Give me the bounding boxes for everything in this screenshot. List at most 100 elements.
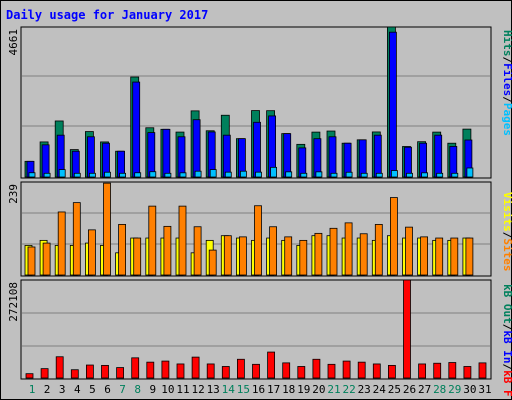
files-bar	[313, 138, 322, 178]
sites-bar	[465, 237, 474, 276]
kbytes-bar	[116, 367, 124, 379]
day-label: 19	[297, 383, 310, 396]
sites-bar	[178, 205, 187, 276]
sites-bar	[238, 236, 247, 276]
pages-bar	[28, 172, 36, 178]
files-bar	[449, 146, 458, 178]
sites-bar	[163, 225, 172, 276]
day-label: 27	[418, 383, 431, 396]
files-bar	[147, 132, 156, 178]
sites-bar	[88, 229, 96, 276]
legend-kb-f: kB F	[501, 370, 512, 397]
kbytes-max-label: 272108	[7, 282, 20, 322]
sites-bar	[435, 237, 444, 276]
kbytes-bar	[70, 369, 79, 379]
files-bar	[434, 134, 443, 178]
kbytes-bar	[176, 363, 185, 379]
visits-legend: Visits/Sites	[501, 192, 512, 272]
visits-panel	[20, 181, 492, 277]
kbytes-bar	[252, 363, 260, 379]
files-bar	[87, 136, 95, 178]
day-label: 12	[191, 383, 204, 396]
day-label: 6	[104, 383, 111, 396]
files-bar	[373, 134, 382, 178]
pages-bar	[194, 170, 202, 178]
pages-bar	[149, 171, 157, 178]
sites-bar	[450, 237, 459, 276]
sites-bar	[329, 227, 338, 276]
pages-bar	[330, 172, 338, 178]
day-label: 31	[478, 383, 491, 396]
pages-bar	[255, 171, 262, 178]
day-label: 26	[403, 383, 416, 396]
files-bar	[419, 142, 428, 178]
pages-bar	[43, 172, 51, 178]
pages-bar	[104, 171, 111, 178]
day-label: 30	[463, 383, 476, 396]
day-label: 14	[222, 383, 236, 396]
pages-bar	[315, 171, 323, 178]
day-label: 16	[252, 383, 265, 396]
day-label: 3	[59, 383, 66, 396]
pages-bar	[466, 167, 474, 178]
day-label: 28	[433, 383, 446, 396]
kbytes-bar	[463, 366, 472, 379]
sites-bar	[27, 246, 36, 276]
sites-bar	[103, 182, 111, 276]
legend-kb-in: kB In	[501, 330, 512, 363]
files-bar	[162, 128, 171, 178]
pages-bar	[224, 171, 232, 178]
pages-bar	[89, 172, 96, 178]
kbytes-bar	[86, 364, 94, 379]
kbytes-bar	[297, 366, 306, 379]
legend-visits: Visits	[501, 192, 512, 232]
pages-bar	[360, 172, 368, 178]
kbytes-bar	[372, 363, 381, 379]
chart-title: Daily usage for January 2017	[6, 8, 208, 22]
files-bar	[132, 81, 141, 178]
day-label: 17	[267, 383, 280, 396]
pages-bar	[285, 171, 293, 178]
day-label: 20	[312, 383, 325, 396]
kbytes-bar	[55, 356, 64, 379]
kbytes-bar	[101, 364, 109, 379]
kbytes-bar	[40, 368, 49, 379]
day-label: 1	[29, 383, 36, 396]
files-bar	[222, 134, 231, 178]
sites-bar	[72, 202, 81, 276]
sites-bar	[133, 237, 142, 276]
day-label: 29	[448, 383, 461, 396]
pages-bar	[390, 170, 398, 178]
day-label: 4	[74, 383, 81, 396]
files-bar	[192, 119, 201, 178]
pages-bar	[436, 172, 444, 178]
kbytes-bar	[236, 358, 245, 379]
kbytes-legend: kB Out/kB In/kB F	[501, 284, 512, 397]
files-bar	[358, 139, 367, 178]
legend-hits: Hits	[501, 30, 512, 57]
files-bar	[41, 144, 50, 178]
sites-bar	[118, 224, 126, 276]
kbytes-bar	[342, 360, 351, 379]
kbytes-bar	[478, 362, 487, 379]
pages-bar	[270, 166, 278, 178]
day-label: 8	[134, 383, 141, 396]
files-bar	[283, 133, 292, 178]
sites-bar	[420, 236, 429, 276]
kbytes-bar	[433, 362, 442, 379]
kbytes-bar	[387, 364, 396, 379]
files-bar	[328, 136, 337, 178]
kbytes-bar	[403, 279, 411, 379]
day-label: 24	[373, 383, 387, 396]
day-label: 2	[44, 383, 51, 396]
kbytes-bar	[191, 356, 200, 379]
day-label: 10	[161, 383, 174, 396]
pages-bar	[345, 171, 353, 178]
sites-bar	[389, 197, 398, 276]
files-bar	[298, 147, 307, 178]
day-label: 13	[207, 383, 220, 396]
pages-bar	[119, 172, 126, 178]
day-label: 25	[388, 383, 401, 396]
kbytes-panel	[20, 279, 492, 380]
